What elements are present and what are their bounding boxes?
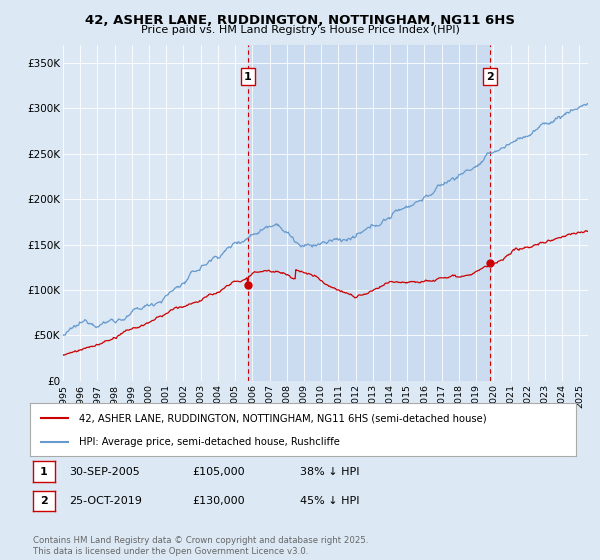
- Text: £130,000: £130,000: [192, 496, 245, 506]
- Bar: [248, 45, 490, 381]
- Text: Contains HM Land Registry data © Crown copyright and database right 2025.
This d: Contains HM Land Registry data © Crown c…: [33, 536, 368, 556]
- Text: Price paid vs. HM Land Registry's House Price Index (HPI): Price paid vs. HM Land Registry's House …: [140, 25, 460, 35]
- Text: 25-OCT-2019: 25-OCT-2019: [69, 496, 142, 506]
- Text: 42, ASHER LANE, RUDDINGTON, NOTTINGHAM, NG11 6HS (semi-detached house): 42, ASHER LANE, RUDDINGTON, NOTTINGHAM, …: [79, 413, 487, 423]
- Text: 38% ↓ HPI: 38% ↓ HPI: [300, 466, 359, 477]
- Text: 1: 1: [40, 466, 47, 477]
- Text: 45% ↓ HPI: 45% ↓ HPI: [300, 496, 359, 506]
- Text: 2: 2: [487, 72, 494, 82]
- Text: 30-SEP-2005: 30-SEP-2005: [69, 466, 140, 477]
- Text: 2: 2: [40, 496, 47, 506]
- Text: HPI: Average price, semi-detached house, Rushcliffe: HPI: Average price, semi-detached house,…: [79, 436, 340, 446]
- Text: £105,000: £105,000: [192, 466, 245, 477]
- Text: 1: 1: [244, 72, 252, 82]
- Text: 42, ASHER LANE, RUDDINGTON, NOTTINGHAM, NG11 6HS: 42, ASHER LANE, RUDDINGTON, NOTTINGHAM, …: [85, 14, 515, 27]
